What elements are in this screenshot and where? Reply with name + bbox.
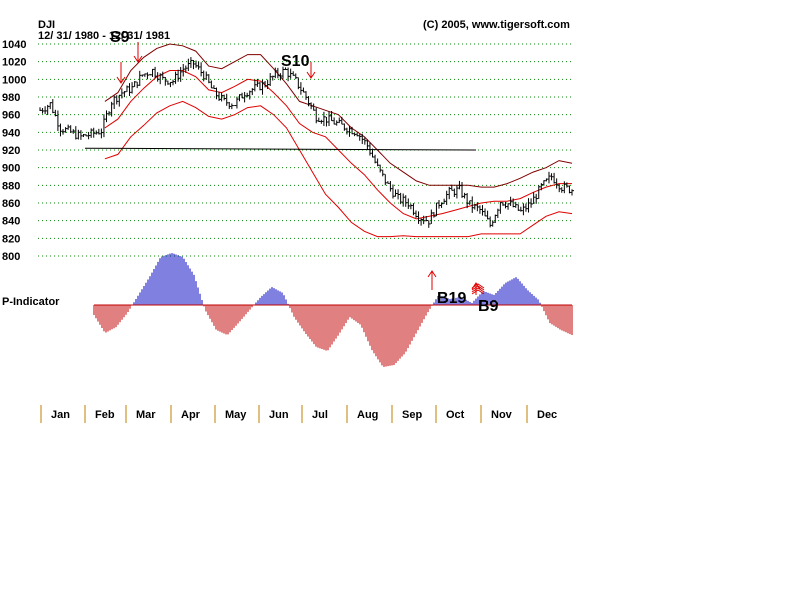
middle-band <box>104 70 572 220</box>
signal-arrowhead <box>471 285 485 291</box>
month-label: Aug <box>357 409 378 421</box>
y-tick-label: 960 <box>2 110 20 122</box>
signal-arrowhead <box>471 287 485 293</box>
y-tick-label: 800 <box>2 251 20 263</box>
upper-band <box>104 43 573 188</box>
resistance-line <box>84 147 477 151</box>
signal-arrowhead <box>116 76 126 84</box>
month-axis: Jan Feb Mar Apr May Jun Jul Aug Sep Oct Nov Dec <box>40 405 557 423</box>
indicator-label: P-Indicator <box>2 296 60 308</box>
month-label: May <box>225 409 247 421</box>
signal-label: B9 <box>478 298 499 315</box>
chart-date-range: 12/ 31/ 1980 - 12/ 31/ 1981 <box>38 30 170 42</box>
chart-symbol: DJI <box>38 19 55 31</box>
price-gridlines <box>38 43 572 257</box>
signal-arrowhead <box>306 71 316 79</box>
y-tick-label: 1020 <box>2 57 26 69</box>
p-indicator-histogram <box>93 253 573 367</box>
month-label: Jun <box>269 409 289 421</box>
price-axis-ticks: 800 820 840 860 880 900 920 940 960 980 1000 1020 10… <box>2 39 26 263</box>
signal-markers: S9 S10 B19 B9 <box>110 29 499 315</box>
price-bars <box>39 57 574 228</box>
y-tick-label: 940 <box>2 127 20 139</box>
y-tick-label: 820 <box>2 233 20 245</box>
month-label: Mar <box>136 409 156 421</box>
trading-bands <box>84 43 573 238</box>
signal-label: B19 <box>437 290 466 307</box>
y-tick-label: 840 <box>2 216 20 228</box>
month-label: Jan <box>51 409 70 421</box>
y-tick-label: 860 <box>2 198 20 210</box>
signal-arrowhead <box>133 55 143 63</box>
y-tick-label: 900 <box>2 163 20 175</box>
month-label: Jul <box>312 409 328 421</box>
signal-label: S9 <box>110 29 130 46</box>
month-label: Sep <box>402 409 422 421</box>
lower-band <box>104 100 573 238</box>
y-tick-label: 980 <box>2 92 20 104</box>
y-tick-label: 1040 <box>2 39 26 51</box>
month-label: Nov <box>491 409 513 421</box>
signal-arrowhead <box>427 270 437 278</box>
month-label: Feb <box>95 409 115 421</box>
y-tick-label: 920 <box>2 145 20 157</box>
signal-arrowhead <box>471 289 485 295</box>
y-tick-label: 880 <box>2 180 20 192</box>
signal-label: S10 <box>281 53 310 70</box>
chart-copyright: (C) 2005, www.tigersoft.com <box>423 19 570 31</box>
month-label: Oct <box>446 409 465 421</box>
month-label: Apr <box>181 409 201 421</box>
month-label: Dec <box>537 409 557 421</box>
signal-arrowhead <box>471 283 485 289</box>
y-tick-label: 1000 <box>2 74 26 86</box>
